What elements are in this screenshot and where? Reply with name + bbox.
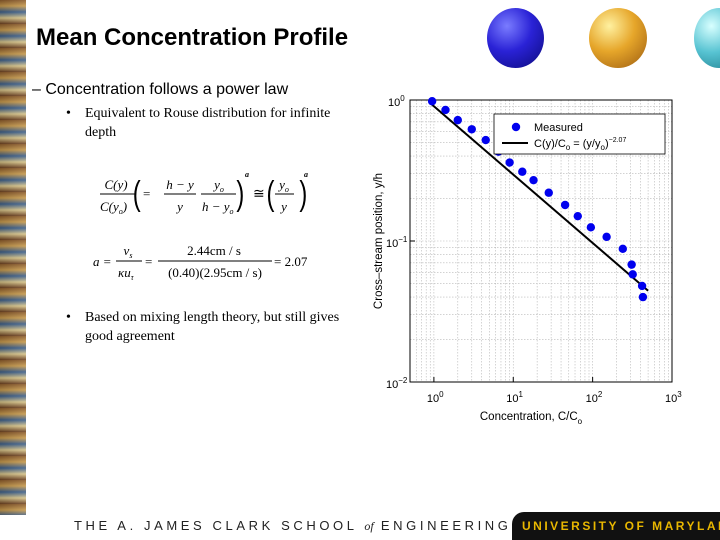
eq1-lhs-denominator: C(yo) [100, 199, 127, 216]
chart-fit-line-layer [429, 102, 649, 292]
measured-data-point [560, 200, 570, 210]
svg-text:(: ( [133, 175, 141, 213]
exponent-equation: a = vs κuτ = 2.44cm / s (0.40)(2.95cm / … [93, 243, 308, 282]
measured-data-point [481, 135, 490, 145]
eq2-equals: = [145, 254, 152, 269]
bullet-dot-icon: • [66, 310, 71, 325]
sub-bullet-mixing-length: • Based on mixing length theory, but sti… [66, 308, 356, 346]
x-tick-label: 102 [586, 390, 603, 405]
measured-data-point [427, 97, 437, 106]
eq1-exponent-2: a [304, 170, 308, 179]
measured-data-point [637, 281, 647, 291]
title-underline [26, 72, 480, 74]
eq1-lhs-numerator: C(y) [104, 177, 127, 192]
eq1-frac3-denominator: h − yo [202, 199, 234, 216]
eq2-frac2-denominator: (0.40)(2.95cm / s) [168, 265, 262, 280]
legend-box [493, 113, 666, 155]
measured-data-point [602, 232, 611, 242]
svg-text:=: = [143, 186, 150, 201]
measured-data-point [544, 188, 553, 197]
x-tick-label: 100 [427, 390, 444, 405]
eq1-frac2-numerator: h − y [166, 177, 194, 192]
measured-data-point [505, 158, 514, 167]
y-tick-label: 100 [388, 94, 405, 109]
y-tick-label: 10−2 [386, 376, 408, 391]
y-axis-label: Cross–stream position, y/h [373, 173, 385, 309]
teal-sphere-decoration [694, 8, 720, 68]
svg-text:): ) [236, 175, 244, 213]
eq2-frac1-denominator: κuτ [118, 265, 135, 282]
measured-data-point [627, 260, 636, 269]
measured-data-point [618, 244, 628, 254]
slide-title: Mean Concentration Profile [36, 24, 349, 51]
eq1-frac4-numerator: yo [277, 177, 289, 194]
measured-data-point [453, 115, 462, 125]
blue-sphere-decoration [487, 8, 544, 68]
eq1-frac4-denominator: y [279, 199, 287, 214]
legend-marker-symbol [511, 122, 521, 132]
measured-data-point [573, 211, 582, 221]
chart-axes: 100 101 102 103 10−2 10−1 100 [386, 94, 682, 405]
power-law-equation: C(y) C(yo) = ( h − y y yo h − yo ) a ≅ (… [100, 170, 308, 216]
concentration-profile-chart: 100 101 102 103 10−2 10−1 100 Measured C(y)/Co … [373, 94, 682, 426]
eq1-frac3-numerator: yo [212, 177, 224, 194]
svg-text:): ) [299, 175, 307, 213]
eq2-rhs: = 2.07 [274, 254, 308, 269]
legend-measured-label: Measured [534, 122, 583, 134]
chart-markers [427, 97, 648, 302]
power-law-fit-line [429, 102, 649, 292]
eq2-frac1-numerator: vs [124, 243, 133, 260]
sub-bullet-text: Equivalent to Rouse distribution for inf… [85, 106, 331, 140]
eq1-frac2-denominator: y [175, 199, 183, 214]
measured-data-point [529, 175, 538, 185]
measured-data-point [441, 105, 450, 115]
chart-legend: Measured C(y)/Co = (y/yo)−2.07 [493, 113, 666, 155]
chart-grid [409, 99, 673, 383]
gold-sphere-decoration [589, 8, 647, 68]
measured-data-point [518, 167, 527, 176]
eq2-frac2-numerator: 2.44cm / s [187, 243, 241, 258]
measured-data-point [628, 270, 637, 279]
sub-bullet-rouse: • Equivalent to Rouse distribution for i… [66, 104, 336, 142]
x-tick-label: 101 [506, 390, 523, 405]
equations-block: C(y) C(yo) = ( h − y y yo h − yo ) a ≅ (… [93, 170, 308, 282]
measured-data-point [638, 292, 648, 302]
y-tick-label: 10−1 [386, 235, 408, 250]
x-axis-label: Concentration, C/Co [480, 411, 583, 426]
sub-bullet-text: Based on mixing length theory, but still… [85, 310, 340, 344]
x-tick-label: 103 [665, 390, 682, 405]
chart-labels: Concentration, C/Co Cross–stream position… [373, 173, 583, 426]
svg-text:≅: ≅ [253, 187, 265, 202]
bullet-dot-icon: • [66, 106, 71, 121]
footer-university-bar: UNIVERSITY OF MARYLAND [512, 512, 720, 540]
eq1-exponent: a [245, 170, 249, 179]
measured-data-point [586, 223, 596, 232]
eq2-lhs: a = [93, 254, 112, 269]
decorative-side-strip [0, 0, 26, 515]
svg-text:(: ( [267, 175, 275, 213]
legend-fit-label: C(y)/Co = (y/yo)−2.07 [534, 137, 626, 152]
measured-data-point [467, 125, 476, 134]
footer-school-name: THE A. JAMES CLARK SCHOOL of ENGINEERING [74, 518, 512, 533]
footer-university-name: UNIVERSITY OF MARYLAND [522, 519, 720, 533]
main-bullet: – Concentration follows a power law [32, 81, 289, 98]
